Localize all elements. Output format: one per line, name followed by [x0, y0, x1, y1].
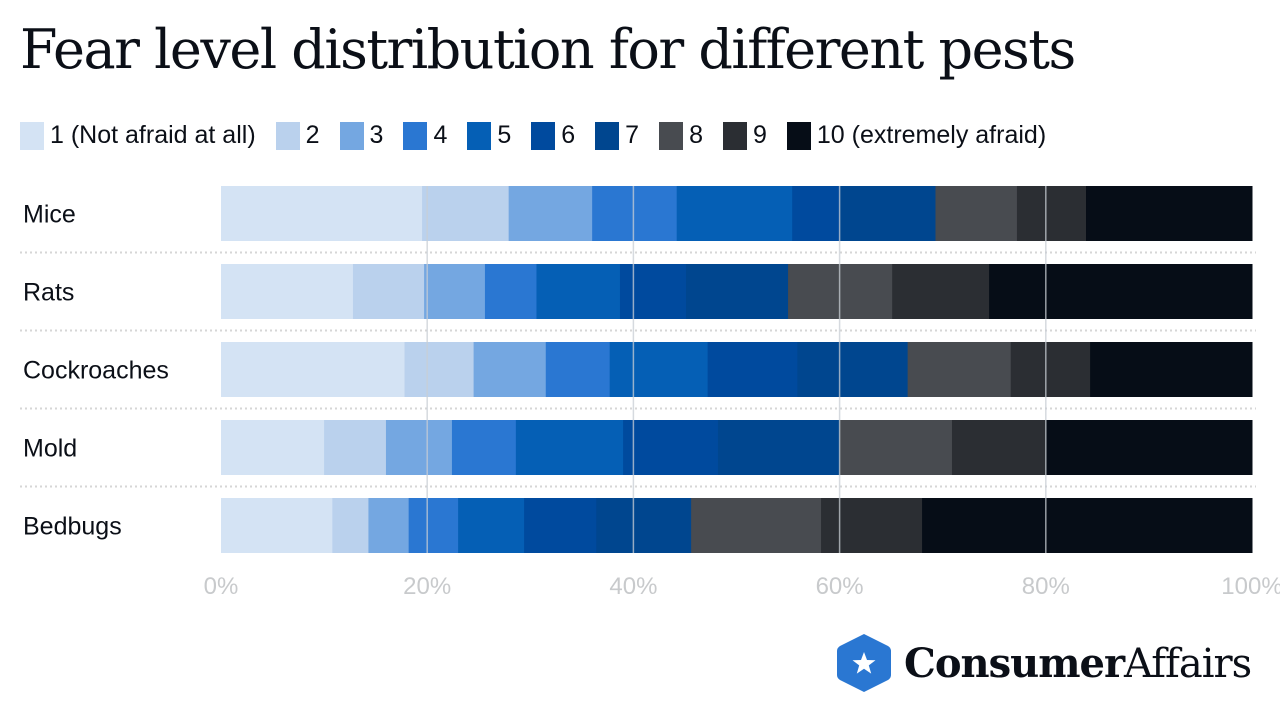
- bar-segment: [1010, 342, 1091, 397]
- bar-segment: [797, 342, 909, 397]
- x-tick-label: 80%: [1022, 573, 1070, 600]
- legend-item: 6: [531, 121, 575, 150]
- bar-segment: [592, 186, 678, 241]
- legend-item: 10 (extremely afraid): [786, 121, 1047, 150]
- legend-swatch: [722, 121, 747, 150]
- legend-label: 4: [433, 121, 448, 149]
- bar-segment: [473, 342, 547, 397]
- x-tick-label: 60%: [816, 573, 864, 600]
- bar-segment: [221, 342, 406, 397]
- logo-text-regular: Affairs: [1124, 640, 1252, 687]
- bar-segment: [989, 264, 1253, 319]
- legend-item: 9: [722, 121, 767, 150]
- bar-segment: [221, 186, 423, 241]
- bar-segment: [545, 342, 611, 397]
- legend: 1 (Not afraid at all) 2 3 4 5 6 7 8 9 10 (extreme…: [20, 121, 1066, 150]
- legend-swatch: [786, 121, 811, 150]
- category-label: Mold: [23, 435, 77, 463]
- star-hexagon-icon: [837, 634, 891, 692]
- category-label: Rats: [23, 279, 74, 307]
- bar-segment: [792, 186, 841, 241]
- legend-label: 2: [305, 121, 320, 149]
- bar-segment: [1090, 342, 1253, 397]
- logo-text-bold: Consumer: [904, 639, 1125, 687]
- bar-segment: [691, 498, 822, 553]
- bar-segment: [623, 420, 719, 475]
- bar-segment: [907, 342, 1012, 397]
- bar-segment: [424, 264, 486, 319]
- bar-segment: [839, 186, 936, 241]
- bar-segment: [1045, 420, 1253, 475]
- legend-swatch: [403, 121, 428, 150]
- legend-label: 9: [752, 121, 767, 149]
- legend-label: 8: [689, 121, 703, 149]
- legend-swatch: [659, 121, 684, 150]
- bar-segment: [422, 186, 510, 241]
- bar-segment: [788, 264, 893, 319]
- bar-segment: [892, 264, 990, 319]
- bar-segment: [619, 264, 687, 319]
- legend-label: 3: [369, 121, 384, 149]
- bar-segment: [332, 498, 369, 553]
- legend-label: 6: [561, 121, 576, 149]
- legend-label: 7: [625, 121, 640, 149]
- legend-swatch: [467, 121, 492, 150]
- bar-segment: [508, 186, 593, 241]
- legend-swatch: [20, 121, 44, 150]
- bar-segment: [685, 264, 789, 319]
- legend-swatch: [595, 121, 620, 150]
- legend-item: 1 (Not afraid at all): [20, 121, 256, 150]
- x-tick-label: 100%: [1221, 573, 1280, 600]
- chart-title: Fear level distribution for different pe…: [20, 18, 1076, 81]
- bar-segment: [484, 264, 537, 319]
- bar-segment: [536, 264, 621, 319]
- bar-segment: [609, 342, 709, 397]
- bar-segment: [451, 420, 517, 475]
- bar-segment: [385, 420, 453, 475]
- consumeraffairs-logo: ConsumerAffairs: [836, 632, 1252, 694]
- bar-segment: [951, 420, 1047, 475]
- bar-segment: [935, 186, 1018, 241]
- bar-segment: [221, 498, 333, 553]
- legend-label: 5: [497, 121, 512, 149]
- legend-item: 3: [339, 121, 384, 150]
- bar-segment: [524, 498, 597, 553]
- bar-segment: [821, 498, 923, 553]
- bar-segment: [458, 498, 525, 553]
- bar-segment: [404, 342, 475, 397]
- x-tick-label: 20%: [403, 573, 451, 600]
- bar-segment: [839, 420, 953, 475]
- bar-segment: [707, 342, 798, 397]
- bar-segment: [596, 498, 692, 553]
- bar-segment: [515, 420, 624, 475]
- bar-segment: [1016, 186, 1087, 241]
- bar-segment: [368, 498, 410, 553]
- legend-label: 1 (Not afraid at all): [50, 121, 256, 149]
- category-label: Bedbugs: [23, 513, 122, 541]
- category-label: Mice: [23, 201, 76, 229]
- legend-label: 10 (extremely afraid): [816, 121, 1047, 149]
- legend-item: 2: [275, 121, 320, 150]
- bar-segment: [324, 420, 387, 475]
- bar-segment: [221, 264, 354, 319]
- x-tick-label: 0%: [204, 573, 239, 600]
- bar-segment: [221, 420, 325, 475]
- bar-segment: [676, 186, 793, 241]
- legend-item: 4: [403, 121, 447, 150]
- legend-swatch: [339, 121, 364, 150]
- category-label: Cockroaches: [23, 357, 169, 385]
- bar-segment: [922, 498, 1253, 553]
- x-tick-label: 40%: [609, 573, 657, 600]
- legend-swatch: [531, 121, 556, 150]
- bar-segment: [408, 498, 459, 553]
- legend-item: 5: [467, 121, 511, 150]
- bar-segment: [352, 264, 425, 319]
- legend-item: 8: [659, 121, 703, 150]
- bar-segment: [717, 420, 841, 475]
- legend-swatch: [275, 121, 300, 150]
- legend-item: 7: [595, 121, 639, 150]
- bar-segment: [1086, 186, 1253, 241]
